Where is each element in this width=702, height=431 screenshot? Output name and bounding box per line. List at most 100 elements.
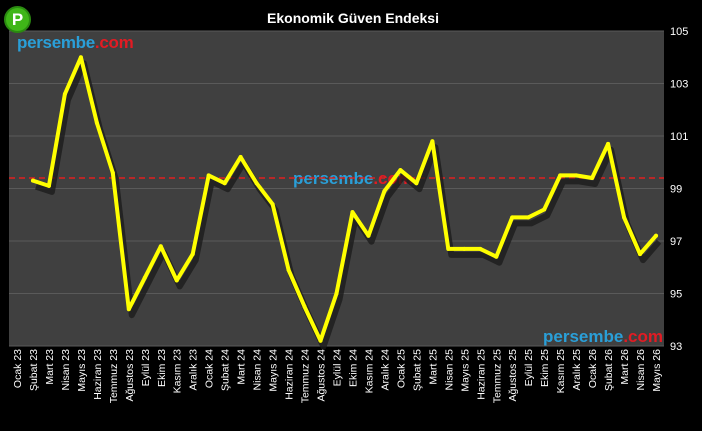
data-point [606, 141, 611, 146]
x-tick-label: Kasım 25 [555, 349, 567, 394]
data-point [190, 252, 195, 257]
x-tick-label: Mayıs 24 [268, 349, 280, 392]
x-tick-label: Ağustos 24 [316, 349, 328, 402]
y-tick-label: 101 [670, 131, 688, 143]
data-point [446, 246, 451, 251]
x-tick-label: Ekim 25 [539, 349, 551, 387]
x-tick-label: Eylül 23 [140, 349, 152, 387]
x-tick-label: Ocak 23 [12, 349, 24, 388]
y-tick-label: 95 [670, 289, 682, 301]
x-tick-label: Temmuz 25 [491, 349, 503, 403]
x-tick-label: Mart 24 [236, 349, 248, 385]
x-tick-label: Mayıs 26 [651, 349, 663, 392]
x-tick-label: Haziran 23 [92, 349, 104, 400]
data-point [382, 189, 387, 194]
brand-tld: .com [94, 33, 134, 52]
series-line [31, 55, 658, 343]
x-tick-label: Haziran 24 [284, 349, 296, 400]
x-tick-label: Ağustos 25 [507, 349, 519, 402]
x-tick-label: Şubat 25 [411, 349, 423, 391]
x-tick-label: Nisan 24 [252, 349, 264, 391]
data-point [254, 181, 259, 186]
watermark-bottom-right: persembe.com [543, 327, 663, 346]
data-point [622, 215, 627, 220]
data-point [478, 246, 483, 251]
data-point [542, 207, 547, 212]
brand-logo-icon: P [4, 6, 31, 33]
data-point [46, 183, 51, 188]
data-point [222, 181, 227, 186]
data-point [510, 215, 515, 220]
x-tick-label: Şubat 23 [28, 349, 40, 391]
data-point [158, 244, 163, 249]
x-tick-label: Şubat 26 [603, 349, 615, 391]
data-point [318, 338, 323, 343]
data-point [110, 170, 115, 175]
data-point [270, 202, 275, 207]
data-point [526, 215, 531, 220]
x-tick-label: Ocak 25 [395, 349, 407, 388]
y-tick-label: 97 [670, 236, 682, 248]
data-point [494, 254, 499, 259]
y-tick-label: 103 [670, 79, 688, 91]
data-point [126, 307, 131, 312]
data-point [574, 173, 579, 178]
x-tick-label: Kasım 24 [363, 349, 375, 394]
y-tick-label: 93 [670, 341, 682, 353]
x-tick-label: Nisan 25 [443, 349, 455, 391]
x-tick-label: Eylül 25 [523, 349, 535, 387]
brand-watermark-top-left: persembe.com [17, 33, 134, 53]
data-point [414, 181, 419, 186]
data-point [398, 168, 403, 173]
x-tick-label: Nisan 26 [635, 349, 647, 391]
data-point [78, 55, 83, 60]
x-tick-label: Mart 25 [427, 349, 439, 385]
data-point [654, 233, 659, 238]
x-axis: Ocak 23 Şubat 23 Mart 23 Nisan 23 Mayıs 23 Ha… [12, 349, 663, 403]
x-tick-label: Ocak 26 [587, 349, 599, 388]
x-tick-label: Kasım 23 [172, 349, 184, 394]
data-point [638, 252, 643, 257]
series-shadow [35, 60, 662, 350]
x-tick-label: Temmuz 23 [108, 349, 120, 403]
x-tick-label: Ocak 24 [204, 349, 216, 388]
data-point [558, 173, 563, 178]
data-point [462, 246, 467, 251]
y-tick-label: 105 [670, 26, 688, 38]
data-point [366, 233, 371, 238]
x-tick-label: Ekim 24 [347, 349, 359, 387]
x-tick-label: Mart 23 [44, 349, 56, 385]
data-point [62, 92, 67, 96]
data-point [206, 173, 211, 178]
data-point [286, 267, 291, 272]
x-tick-label: Mayıs 23 [76, 349, 88, 392]
data-point [430, 139, 435, 144]
data-point [590, 176, 595, 180]
x-tick-label: Aralık 23 [188, 349, 200, 391]
x-tick-label: Haziran 25 [475, 349, 487, 400]
x-tick-label: Aralık 25 [571, 349, 583, 391]
data-point [142, 275, 147, 280]
x-tick-label: Mart 26 [619, 349, 631, 385]
data-point [30, 178, 35, 183]
y-tick-label: 99 [670, 184, 682, 196]
data-point [94, 120, 99, 125]
data-point [174, 278, 179, 283]
data-points [30, 55, 659, 343]
data-point [334, 291, 339, 296]
data-point [350, 210, 355, 215]
x-tick-label: Mayıs 25 [459, 349, 471, 392]
x-tick-label: Nisan 23 [60, 349, 72, 391]
chart-title: Ekonomik Güven Endeksi [267, 10, 439, 26]
data-point [302, 304, 307, 309]
x-tick-label: Eylül 24 [332, 349, 344, 387]
x-tick-label: Aralık 24 [379, 349, 391, 391]
x-tick-label: Ağustos 23 [124, 349, 136, 402]
x-tick-label: Şubat 24 [220, 349, 232, 391]
x-tick-label: Ekim 23 [156, 349, 168, 387]
brand-name: persembe [17, 33, 95, 52]
data-point [238, 155, 243, 159]
x-tick-label: Temmuz 24 [300, 349, 312, 403]
y-axis: 93 95 97 99 101 103 105 [670, 26, 688, 353]
